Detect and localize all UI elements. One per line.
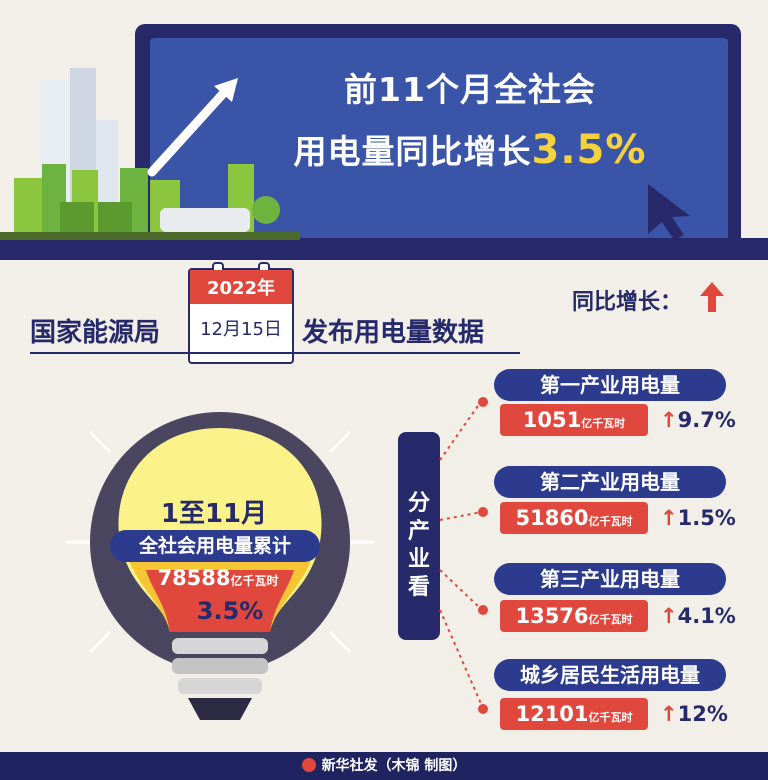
industry-value-unit: 亿千瓦时 [588,711,633,724]
calendar-date: 12月15日 [200,319,282,340]
calendar-card: 2022年 12月15日 [188,262,294,364]
total-growth-value: 3.5% [196,597,264,625]
title-line1: 前11个月全社会 [344,70,596,109]
calendar-year: 2022年 [190,270,292,304]
up-arrow-icon: ↑ [176,597,197,625]
page-title: 前11个月全社会 用电量同比增长3.5% [240,60,700,182]
up-arrow-icon: ↑ [660,408,678,432]
industry-value: 12101亿千瓦时 [500,698,648,730]
xinhua-logo-icon [301,758,316,772]
total-value: 78588亿千瓦时 [138,566,298,590]
industry-value-number: 13576 [515,604,589,628]
industry-growth: ↑4.1% [660,600,736,632]
connector-dot [478,704,488,714]
footer-credit: 新华社发（木锦 制图） [0,752,768,780]
total-value-unit: 亿千瓦时 [230,574,279,588]
industry-growth: ↑12% [660,698,728,730]
breakdown-char: 业 [407,547,430,572]
industry-value: 13576亿千瓦时 [500,600,648,632]
industry-value: 51860亿千瓦时 [500,502,648,534]
title-line2-prefix: 用电量同比增长 [293,132,532,171]
connector-lines [439,400,483,707]
title-highlight-value: 3.5% [531,127,647,173]
industry-title: 第二产业用电量 [494,466,726,498]
industry-value: 1051亿千瓦时 [500,404,648,436]
connector-dot [478,397,488,407]
total-growth: ↑3.5% [150,597,290,625]
headline-underline [30,352,520,354]
industry-value-unit: 亿千瓦时 [588,613,633,626]
industry-value-unit: 亿千瓦时 [581,417,626,430]
breakdown-char: 看 [407,575,430,600]
legend-label: 同比增长： [572,290,683,315]
industry-value-number: 12101 [515,702,589,726]
breakdown-char: 产 [407,519,430,544]
monitor-base [0,238,768,260]
industry-growth-value: 1.5% [677,506,736,530]
total-period: 1至11月 [160,499,268,529]
industry-growth-value: 4.1% [677,604,736,628]
industry-title: 城乡居民生活用电量 [494,659,726,691]
title-line2: 用电量同比增长3.5% [240,120,700,182]
industry-title: 第一产业用电量 [494,369,726,401]
breakdown-tag: 分 产 业 看 [398,432,440,640]
footer-credit-text: 新华社发（木锦 制图） [321,758,467,774]
up-arrow-icon: ↑ [660,604,678,628]
breakdown-char: 分 [407,491,430,516]
connector-dot [478,605,488,615]
up-arrow-icon: ↑ [660,506,678,530]
connector-dot [478,507,488,517]
industry-growth: ↑1.5% [660,502,736,534]
industry-value-number: 51860 [515,506,589,530]
total-label: 全社会用电量累计 [110,530,320,562]
release-action: 发布用电量数据 [302,318,485,348]
city-illustration [0,68,300,240]
total-value-number: 78588 [157,566,231,590]
industry-growth-value: 9.7% [677,408,736,432]
bulb-illustration [66,412,374,720]
agency-name: 国家能源局 [30,318,161,348]
industry-growth: ↑9.7% [660,404,736,436]
cursor-icon [648,184,690,240]
up-arrow-icon: ↑ [660,702,678,726]
industry-value-number: 1051 [522,408,582,432]
industry-title: 第三产业用电量 [494,563,726,595]
industry-growth-value: 12% [677,702,728,726]
up-arrow-icon [700,282,724,312]
industry-value-unit: 亿千瓦时 [588,515,633,528]
